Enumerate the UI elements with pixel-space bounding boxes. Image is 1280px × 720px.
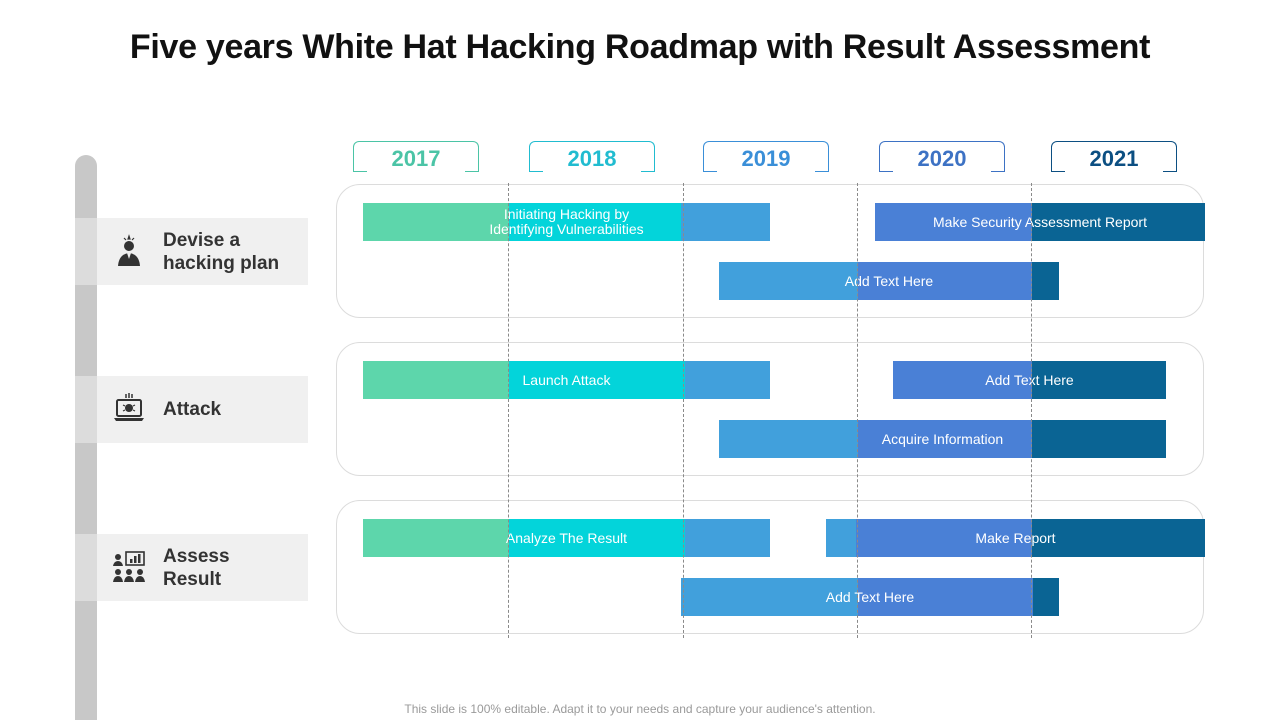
year-divider [508,183,509,638]
gantt-bar-segment [719,420,858,458]
gantt-bar-label: Add Text Here [825,588,915,605]
gantt-bar-segment [1033,578,1059,616]
track-highlight [75,218,97,285]
year-header-corner [991,171,1005,172]
gantt-bar-segment [1032,203,1205,241]
year-divider [857,183,858,638]
gantt-bar: Add Text Here [719,262,1059,300]
category-attack: Attack [97,376,308,443]
gantt-bar-segment [858,578,1033,616]
gantt-bar: Acquire Information [719,420,1166,458]
gantt-bar-segment [719,262,858,300]
gantt-bar-segment [858,420,1032,458]
gantt-bar-segment [856,519,1032,557]
category-label: Assess Result [163,545,230,590]
year-header-corner [879,171,893,172]
gantt-bar-label: Acquire Information [881,430,1004,447]
page-title: Five years White Hat Hacking Roadmap wit… [129,28,1151,66]
gantt-bar-segment [509,203,681,241]
gantt-bar-segment [858,262,1032,300]
gantt-bar-label: Add Text Here [985,371,1074,388]
gantt-bar-segment [363,361,509,399]
year-header-corner [353,171,367,172]
gantt-bar-label: Analyze The Result [505,529,628,546]
gantt-bar-segment [685,361,770,399]
team-chart-icon [113,551,145,582]
track-highlight [75,534,97,601]
laptop-bug-icon [114,393,144,421]
gantt-bar: Add Text Here [681,578,1059,616]
gantt-bar: Launch Attack [363,361,770,399]
gantt-bar-segment [1032,361,1166,399]
gantt-bar: Make Security Assessment Report [875,203,1205,241]
year-header-2019: 2019 [703,141,829,172]
category-label: Devise a hacking plan [163,229,280,274]
gantt-bar-segment [875,203,1032,241]
gantt-bar-segment [509,361,685,399]
hacker-person-icon [118,234,140,266]
gantt-bar-label: Launch Attack [522,371,611,388]
gantt-bar-segment [681,578,858,616]
year-header-corner [465,171,479,172]
gantt-bar-segment [363,519,509,557]
gantt-bar: Make Report [826,519,1205,557]
track-highlight [75,376,97,443]
year-header-2020: 2020 [879,141,1005,172]
year-divider [683,183,684,638]
gantt-bar-segment [1032,420,1166,458]
gantt-bar-segment [1032,519,1205,557]
year-header-2021: 2021 [1051,141,1177,172]
year-divider [1031,183,1032,638]
year-header-corner [815,171,829,172]
gantt-bar-segment [826,519,856,557]
year-header-corner [1051,171,1065,172]
footer-note: This slide is 100% editable. Adapt it to… [404,702,876,716]
gantt-bar-segment [681,203,770,241]
category-devise-plan: Devise a hacking plan [97,218,308,285]
year-header-corner [703,171,717,172]
gantt-bar-label: Add Text Here [844,272,934,289]
year-header-corner [529,171,543,172]
gantt-bar: Add Text Here [893,361,1166,399]
gantt-bar-label: Initiating Hacking by Identifying Vulner… [489,206,644,237]
gantt-bar-segment [893,361,1032,399]
category-label: Attack [163,399,222,420]
gantt-bar-label: Make Report [975,529,1056,546]
year-header-2018: 2018 [529,141,655,172]
category-assess-result: Assess Result [97,534,308,601]
gantt-bar: Initiating Hacking by Identifying Vulner… [363,203,770,241]
year-header-2017: 2017 [353,141,479,172]
gantt-bar-label: Make Security Assessment Report [933,213,1147,230]
gantt-bar-segment [363,203,509,241]
gantt-bar-segment [509,519,685,557]
gantt-bar-segment [685,519,770,557]
year-header-corner [641,171,655,172]
gantt-bar-segment [1032,262,1059,300]
gantt-bar: Analyze The Result [363,519,770,557]
year-header-corner [1163,171,1177,172]
